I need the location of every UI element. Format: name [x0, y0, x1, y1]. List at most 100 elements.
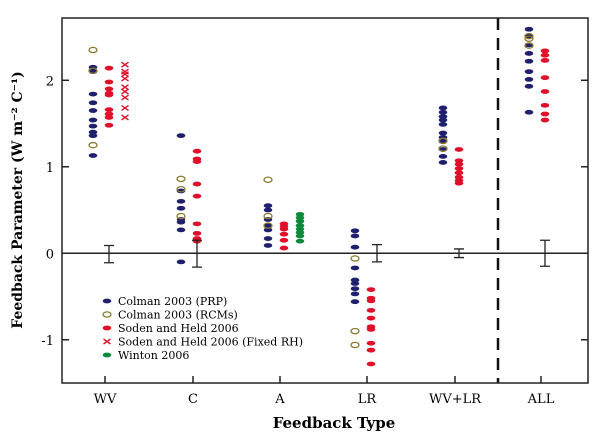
x-tick-label: WV+LR: [429, 392, 482, 407]
data-point: [121, 61, 129, 68]
data-point: [192, 221, 202, 227]
data-point: [279, 237, 289, 243]
data-point: [350, 299, 360, 305]
data-point: [263, 236, 273, 241]
data-point: [524, 35, 534, 43]
legend-label: Soden and Held 2006 (Fixed RH): [118, 336, 303, 349]
plot-frame: [61, 17, 589, 384]
legend-label: Soden and Held 2006: [118, 322, 239, 335]
data-point: [438, 114, 448, 120]
data-point: [88, 133, 98, 139]
data-point: [88, 129, 98, 135]
error-bar: [192, 239, 202, 268]
data-point: [524, 51, 534, 56]
data-point: [438, 109, 448, 115]
data-point: [176, 133, 186, 139]
data-point: [366, 340, 376, 346]
data-point: [88, 91, 98, 97]
data-point: [438, 153, 448, 159]
data-point: [350, 327, 360, 335]
data-point: [192, 181, 202, 187]
y-tick-label: 0: [46, 247, 54, 262]
legend-label: Winton 2006: [118, 349, 189, 362]
data-point: [438, 137, 448, 145]
y-axis-label: Feedback Parameter (W m⁻² C⁻¹): [10, 71, 26, 328]
data-point: [295, 211, 305, 217]
data-point: [540, 75, 550, 81]
x-tick-label: C: [188, 392, 198, 407]
data-point: [176, 175, 186, 183]
data-point: [540, 111, 550, 117]
data-point: [104, 79, 114, 85]
data-point: [524, 109, 534, 115]
legend-marker: [103, 338, 111, 345]
data-point: [263, 212, 273, 220]
data-point: [366, 315, 376, 321]
data-point: [88, 108, 98, 113]
data-point: [454, 170, 464, 176]
legend-marker: [102, 325, 112, 331]
data-point: [88, 46, 98, 54]
data-point: [366, 307, 376, 313]
data-point: [350, 265, 360, 271]
data-point: [350, 255, 360, 262]
data-point: [263, 207, 273, 213]
data-point: [454, 147, 464, 152]
data-point: [121, 88, 129, 95]
data-point: [454, 180, 464, 186]
data-point: [454, 166, 464, 171]
error-bar: [454, 248, 464, 259]
data-point: [263, 243, 273, 248]
x-tick-label: ALL: [527, 392, 555, 407]
legend-label: Colman 2003 (RCMs): [118, 309, 238, 322]
data-point: [104, 122, 114, 128]
data-point: [540, 48, 550, 54]
x-tick-label: LR: [358, 392, 378, 407]
data-point: [176, 227, 186, 233]
data-point: [350, 228, 360, 234]
data-point: [350, 277, 360, 283]
data-point: [524, 58, 534, 64]
data-point: [438, 130, 448, 136]
data-point: [263, 223, 273, 228]
data-point: [540, 57, 550, 63]
data-point: [176, 259, 186, 265]
data-point: [524, 69, 534, 75]
data-point: [192, 148, 202, 154]
data-point: [104, 86, 114, 92]
data-point: [540, 102, 550, 108]
data-point: [540, 89, 550, 94]
data-point: [366, 287, 376, 292]
data-point: [176, 219, 186, 225]
data-point: [350, 286, 360, 292]
data-point: [366, 347, 376, 353]
data-point: [121, 71, 129, 78]
data-point: [295, 226, 305, 232]
data-point: [454, 158, 464, 164]
data-point: [366, 298, 376, 304]
data-point: [366, 326, 376, 332]
data-point: [176, 198, 186, 204]
data-point: [121, 94, 129, 101]
data-point: [438, 117, 448, 123]
data-point: [279, 226, 289, 232]
data-point: [524, 42, 534, 49]
data-point: [295, 218, 305, 224]
data-point: [88, 100, 98, 106]
data-point: [121, 114, 129, 121]
data-point: [524, 83, 534, 89]
data-point: [88, 153, 98, 158]
y-tick-label: -1: [41, 334, 54, 349]
error-bar: [372, 243, 382, 263]
data-point: [350, 291, 360, 297]
data-point: [524, 26, 534, 32]
data-point: [104, 107, 114, 113]
data-point: [88, 141, 98, 149]
data-point: [279, 231, 289, 237]
legend-marker: [102, 298, 112, 304]
data-point: [263, 203, 273, 209]
data-point: [192, 193, 202, 199]
data-point: [263, 176, 273, 183]
